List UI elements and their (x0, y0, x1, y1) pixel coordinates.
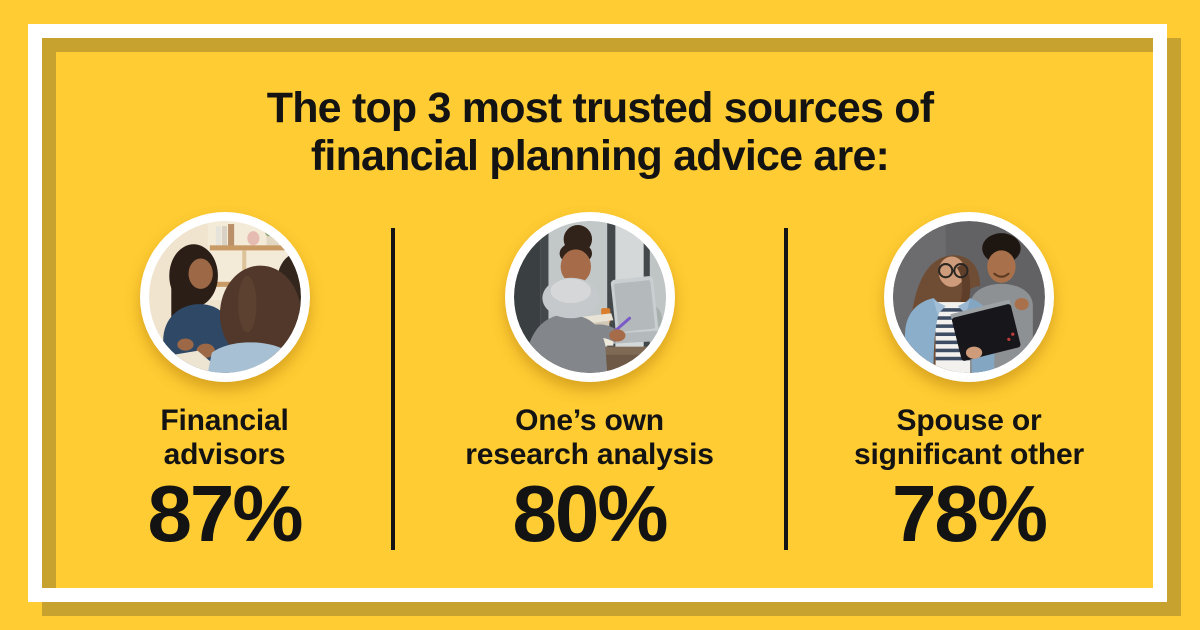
frame-shadow (42, 38, 1181, 616)
column-divider (784, 228, 788, 550)
stat-value: 80% (512, 469, 668, 558)
research-photo-icon (513, 221, 666, 373)
page-title: The top 3 most trusted sources of financ… (0, 84, 1200, 180)
stat-column-financial-advisors: Financial advisors 87% (56, 212, 393, 558)
stat-label: Financial advisors (160, 404, 289, 471)
stat-value: 87% (147, 469, 303, 558)
stat-photo (893, 221, 1045, 373)
title-line-1: The top 3 most trusted sources of (266, 84, 934, 132)
stat-photo (148, 221, 301, 373)
photo-frame (504, 212, 675, 382)
title-line-2: financial planning advice are: (310, 132, 890, 180)
meeting-photo-icon (148, 221, 301, 373)
stat-label: One’s own research analysis (465, 404, 714, 471)
stat-label: Spouse or significant other (854, 404, 1084, 471)
stat-column-spouse: Spouse or significant other 78% (786, 212, 1152, 558)
column-divider (391, 228, 395, 550)
stat-photo (513, 221, 666, 373)
photo-frame (884, 212, 1054, 382)
couple-photo-icon (893, 221, 1045, 373)
stat-column-own-research: One’s own research analysis 80% (393, 212, 786, 558)
stat-value: 78% (891, 469, 1048, 558)
photo-frame (139, 212, 310, 382)
frame-border (28, 24, 1167, 602)
